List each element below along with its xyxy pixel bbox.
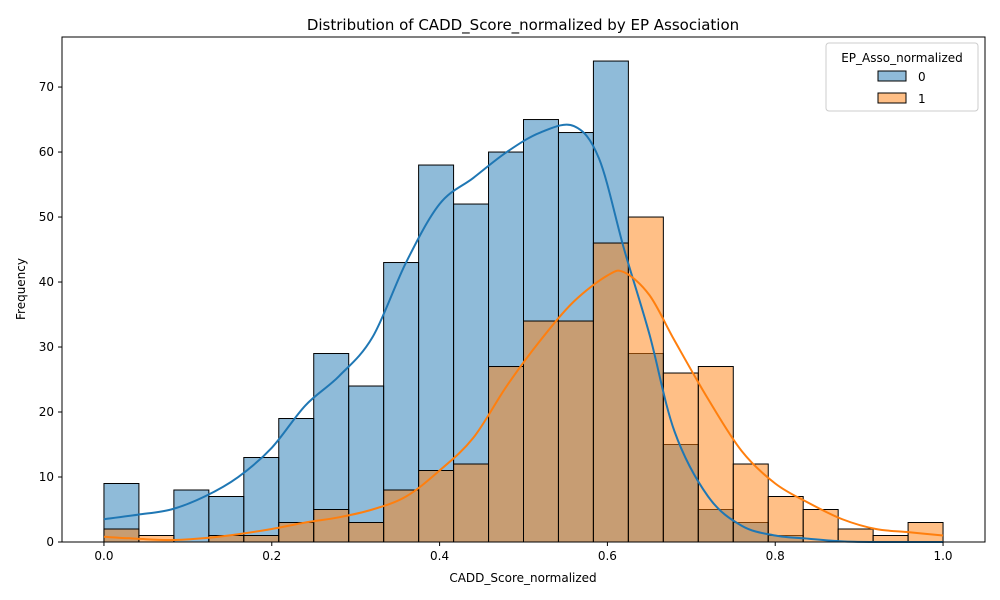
x-tick-label: 0.4 bbox=[430, 549, 449, 563]
y-tick-label: 40 bbox=[39, 275, 54, 289]
bar-series-0-bin-7 bbox=[348, 385, 385, 543]
bar-series-1-bin-14 bbox=[592, 242, 629, 543]
bar-series-1-bin-11 bbox=[488, 366, 525, 543]
bar-series-1-bin-0 bbox=[103, 528, 140, 543]
y-ticks: 0 10 20 30 40 50 60 70 bbox=[39, 80, 62, 549]
y-tick-label: 30 bbox=[39, 340, 54, 354]
bar-series-1-bin-12 bbox=[523, 320, 559, 543]
x-tick-label: 1.0 bbox=[933, 549, 952, 563]
y-axis-title: Frequency bbox=[14, 258, 28, 320]
bar-series-1-bin-5 bbox=[278, 522, 315, 543]
legend-label-0: 0 bbox=[918, 70, 926, 84]
legend-swatch-1 bbox=[877, 92, 907, 104]
bar-series-1-bin-17 bbox=[697, 366, 734, 543]
bar-series-1-bin-15 bbox=[627, 216, 664, 543]
bar-series-1-bin-10 bbox=[453, 463, 490, 543]
x-tick-label: 0.2 bbox=[262, 549, 281, 563]
bar-series-0-bin-2 bbox=[173, 489, 210, 543]
y-tick-label: 10 bbox=[39, 470, 54, 484]
x-ticks: 0.0 0.2 0.4 0.6 0.8 1.0 bbox=[94, 542, 953, 563]
chart-title: Distribution of CADD_Score_normalized by… bbox=[307, 16, 739, 35]
legend-swatch-0 bbox=[877, 70, 907, 82]
y-tick-label: 0 bbox=[46, 535, 54, 549]
bar-series-1-bin-4 bbox=[243, 535, 280, 543]
legend-label-1: 1 bbox=[918, 92, 926, 106]
bar-series-1-bin-8 bbox=[383, 489, 420, 543]
y-tick-label: 20 bbox=[39, 405, 54, 419]
y-tick-label: 50 bbox=[39, 210, 54, 224]
x-tick-label: 0.8 bbox=[766, 549, 785, 563]
legend-title: EP_Asso_normalized bbox=[841, 51, 963, 65]
y-tick-label: 60 bbox=[39, 145, 54, 159]
bar-series-1-bin-16 bbox=[662, 372, 699, 543]
x-tick-label: 0.6 bbox=[598, 549, 617, 563]
bar-series-1-bin-6 bbox=[313, 509, 350, 543]
x-tick-label: 0.0 bbox=[94, 549, 113, 563]
bar-series-1-bin-7 bbox=[348, 522, 385, 543]
kde-layer bbox=[103, 123, 944, 544]
plot-frame bbox=[61, 36, 986, 543]
bar-series-1-bin-9 bbox=[418, 470, 455, 543]
legend: EP_Asso_normalized 0 1 bbox=[825, 42, 979, 112]
bar-series-1-bin-21 bbox=[837, 528, 874, 543]
kde-line-series-1 bbox=[103, 269, 944, 542]
kde-line-series-0 bbox=[103, 123, 944, 544]
y-tick-label: 70 bbox=[39, 80, 54, 94]
bar-series-1-bin-13 bbox=[557, 320, 594, 543]
x-axis-title: CADD_Score_normalized bbox=[449, 571, 596, 585]
